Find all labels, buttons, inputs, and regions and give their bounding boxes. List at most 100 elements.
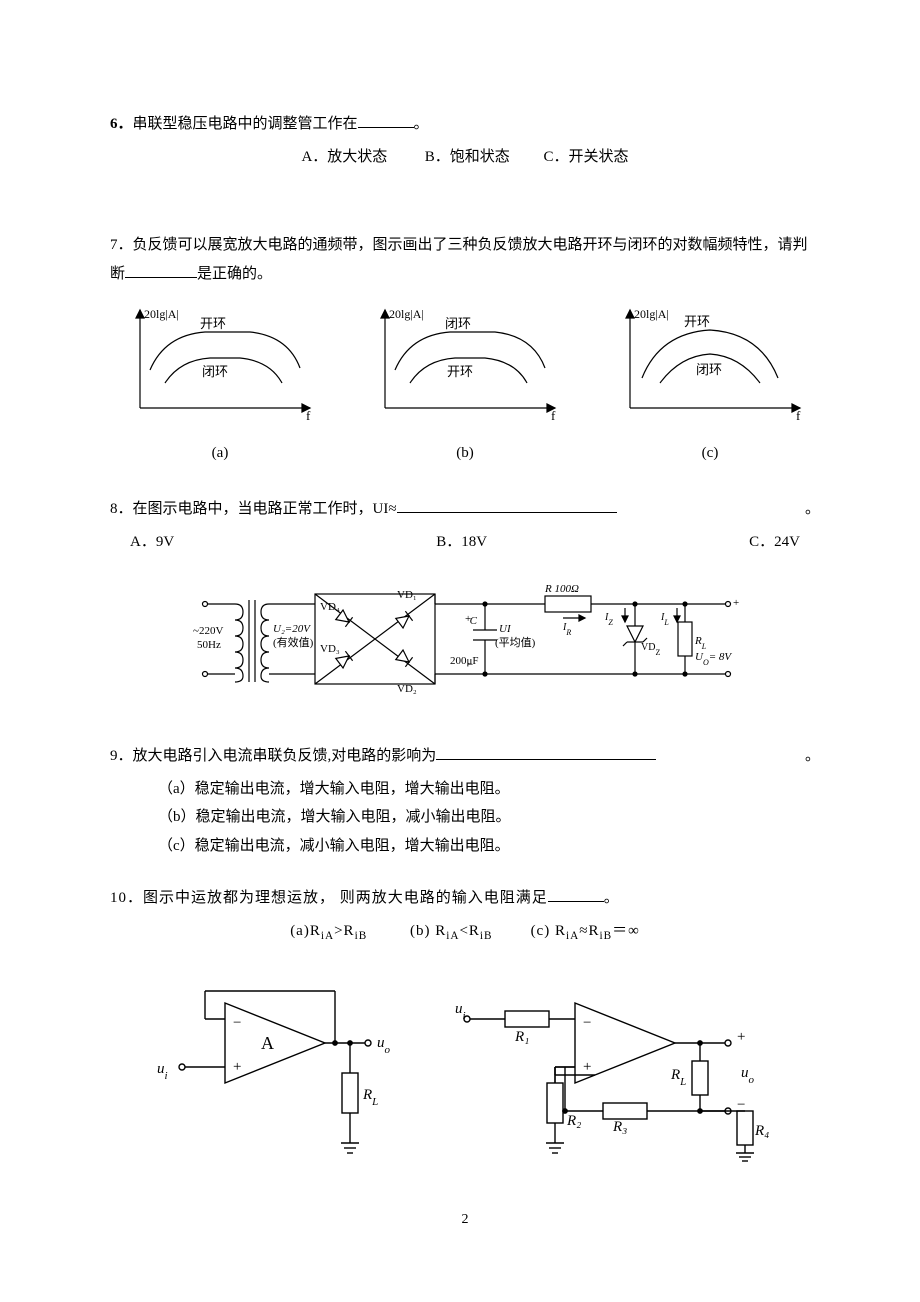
- q8-opt-c[interactable]: C．24V: [749, 528, 800, 557]
- out-minus-icon: −: [737, 1097, 745, 1113]
- freq-label: 50Hz: [197, 639, 221, 651]
- q8-blank[interactable]: [397, 497, 617, 513]
- axis-y-icon: 20lg|A|: [634, 307, 669, 321]
- cval-label: 200μF: [450, 655, 479, 667]
- q7-fig-a-caption: (a): [110, 439, 330, 468]
- axis-y-icon: 20lg|A|: [144, 307, 179, 321]
- q10-options: (a)RiA>RiB (b) RiA<RiB (c) RiA≈RiB＝∞: [110, 917, 820, 947]
- q10-opt-b[interactable]: (b) RiA<RiB: [410, 923, 493, 939]
- q8-circuit-diagram: ~220V 50Hz U₂=20V (有效值) VD₁ VD₂ VD₃ VD₄ …: [185, 564, 745, 714]
- d4-label: VD₄: [320, 601, 340, 613]
- q6-before: 串联型稳压电路中的调整管工作在: [133, 116, 358, 132]
- axis-x-icon: f: [551, 408, 556, 423]
- q8-options: A．9V B．18V C．24V: [110, 528, 820, 557]
- q9-opt-a[interactable]: （a）稳定输出电流，增大输入电阻，增大输出电阻。: [110, 775, 820, 804]
- closed-label: 闭环: [445, 316, 471, 331]
- uo-label: UO= 8V: [695, 651, 732, 667]
- out-plus-label: +: [733, 597, 739, 609]
- q9-after: 。: [805, 748, 820, 764]
- minus-icon: −: [583, 1015, 591, 1031]
- q7-fig-a: 20lg|A| f 开环 闭环 (a): [110, 298, 330, 467]
- il-label: IL: [660, 612, 669, 627]
- open-label: 开环: [200, 316, 226, 331]
- q8-after: 。: [805, 501, 820, 517]
- rl-label: RL: [694, 635, 707, 651]
- q9-opt-c[interactable]: （c）稳定输出电流，减小输入电阻，增大输出电阻。: [110, 832, 820, 861]
- vdz-label: VDZ: [641, 642, 660, 657]
- opamp-a-label: A: [261, 1033, 274, 1053]
- minus-icon: −: [233, 1015, 241, 1031]
- q10-figures: − + A uo RL ui: [110, 983, 820, 1163]
- rl-label: RL: [362, 1087, 378, 1108]
- u2note-label: (有效值): [273, 635, 314, 649]
- uo-label: uo: [377, 1035, 391, 1056]
- page-number: 2: [110, 1207, 820, 1234]
- ir-label: IR: [562, 622, 571, 637]
- open-label: 开环: [684, 314, 710, 329]
- q9-stem: 9．放大电路引入电流串联负反馈,对电路的影响为 。: [110, 742, 820, 771]
- q7-fig-b: 20lg|A| f 闭环 开环 (b): [355, 298, 575, 467]
- q7-blank[interactable]: [125, 262, 197, 278]
- q10-stem: 10．图示中运放都为理想运放， 则两放大电路的输入电阻满足 。: [110, 884, 820, 913]
- q7-figures: 20lg|A| f 开环 闭环 (a) 20lg|A|: [110, 298, 820, 467]
- ui-label: ui: [157, 1061, 168, 1082]
- q6-opt-a[interactable]: A．放大状态: [301, 149, 387, 165]
- u2-label: U₂=20V: [273, 623, 311, 635]
- q8-opt-a[interactable]: A．9V: [130, 528, 174, 557]
- open-label: 开环: [447, 364, 473, 379]
- plus-icon: +: [233, 1059, 241, 1075]
- q8-number: 8．: [110, 501, 133, 517]
- q7-fig-c-caption: (c): [600, 439, 820, 468]
- c-label: C: [470, 615, 478, 627]
- r1-label: R₁: [514, 1029, 529, 1045]
- q9-opt-b[interactable]: （b）稳定输出电流，增大输入电阻，减小输出电阻。: [110, 803, 820, 832]
- q8-opt-b[interactable]: B．18V: [436, 528, 487, 557]
- r2-label: R₂: [566, 1113, 581, 1129]
- q7-number: 7．: [110, 237, 133, 253]
- q9-blank[interactable]: [436, 744, 656, 760]
- axis-x-icon: f: [796, 408, 801, 423]
- q7-after: 是正确的。: [197, 266, 272, 282]
- q10-opt-c[interactable]: (c) RiA≈RiB＝∞: [531, 923, 640, 939]
- out-plus-icon: +: [737, 1029, 745, 1045]
- plus-icon: +: [583, 1059, 591, 1075]
- q10-before: 图示中运放都为理想运放， 则两放大电路的输入电阻满足: [143, 890, 548, 906]
- q10-blank[interactable]: [548, 886, 604, 902]
- q6-opt-c[interactable]: C．开关状态: [544, 149, 629, 165]
- q6-stem: 6．串联型稳压电路中的调整管工作在 。: [110, 110, 820, 139]
- closed-label: 闭环: [696, 362, 722, 377]
- r-label: R 100Ω: [544, 583, 579, 595]
- ui-label: ui: [455, 1001, 466, 1022]
- q10-number: 10．: [110, 890, 143, 906]
- q8-before: 在图示电路中，当电路正常工作时，UI≈: [133, 501, 397, 517]
- r3-label: R₃: [612, 1119, 627, 1135]
- axis-y-icon: 20lg|A|: [389, 307, 424, 321]
- q9-before: 放大电路引入电流串联负反馈,对电路的影响为: [133, 748, 437, 764]
- q7-fig-c: 20lg|A| f 开环 闭环 (c): [600, 298, 820, 467]
- q6-after: 。: [414, 116, 429, 132]
- r4-label: R₄: [754, 1123, 769, 1139]
- q10-circuit-b: − + ui R₁ R₂ R₃ R₄ RL + − uo: [455, 983, 775, 1163]
- uinote-label: (平均值): [495, 636, 536, 649]
- d1-label: VD₁: [397, 589, 417, 601]
- q7-stem: 7．负反馈可以展宽放大电路的通频带，图示画出了三种负反馈放大电路开环与闭环的对数…: [110, 231, 820, 288]
- ui-label: UI: [499, 623, 512, 635]
- q7-fig-b-caption: (b): [355, 439, 575, 468]
- q6-blank[interactable]: [358, 112, 414, 128]
- rl-label: RL: [670, 1067, 686, 1088]
- q8-stem: 8．在图示电路中，当电路正常工作时，UI≈ 。: [110, 495, 820, 524]
- iz-label: IZ: [604, 612, 613, 627]
- uo-label: uo: [741, 1065, 755, 1086]
- q10-circuit-a: − + A uo RL ui: [155, 983, 415, 1163]
- q9-number: 9．: [110, 748, 133, 764]
- q6-opt-b[interactable]: B．饱和状态: [425, 149, 510, 165]
- d2-label: VD₂: [397, 683, 417, 695]
- vin-label: ~220V: [193, 625, 223, 637]
- axis-x-icon: f: [306, 408, 311, 423]
- q6-number: 6．: [110, 116, 133, 132]
- closed-label: 闭环: [202, 364, 228, 379]
- q10-opt-a[interactable]: (a)RiA>RiB: [290, 923, 367, 939]
- q6-options: A．放大状态 B．饱和状态 C．开关状态: [110, 143, 820, 172]
- q10-after: 。: [604, 890, 620, 906]
- d3-label: VD₃: [320, 643, 340, 655]
